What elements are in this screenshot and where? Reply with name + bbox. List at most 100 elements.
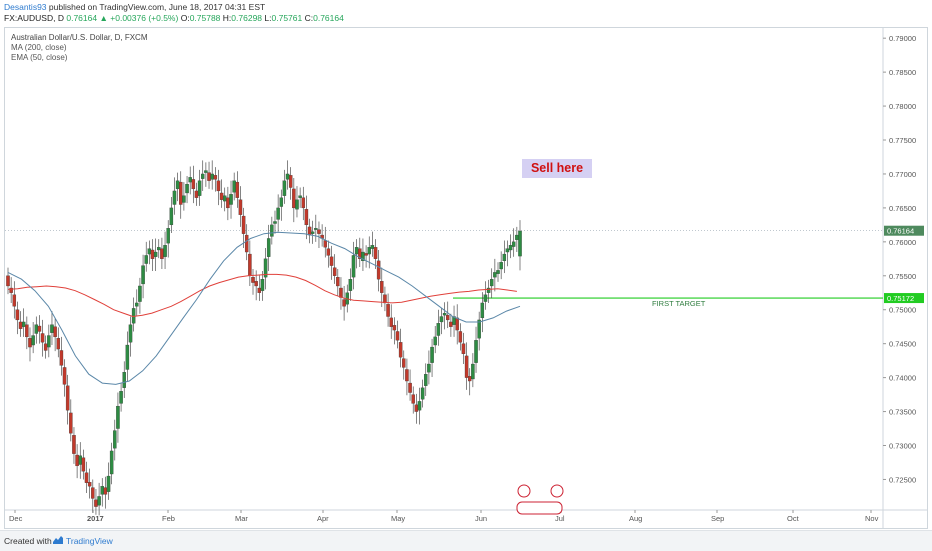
y-tick-label: 0.79000 <box>889 34 916 43</box>
candle-body <box>439 316 444 323</box>
candle-body <box>248 253 252 276</box>
y-tick-label: 0.76000 <box>889 238 916 247</box>
y-tick-label: 0.78000 <box>889 102 916 111</box>
x-tick-label: Dec <box>9 514 23 523</box>
candle-body <box>336 276 340 287</box>
candle-body <box>508 245 513 251</box>
candle-body <box>518 230 522 257</box>
candle-body <box>59 350 64 366</box>
chart-area[interactable]: 0.79000 0.78500 0.78000 0.77500 0.77000 0.765… <box>4 27 928 529</box>
x-tick-label: Sep <box>711 514 724 523</box>
x-tick-label: Apr <box>317 514 329 523</box>
candle-body <box>185 183 189 194</box>
candle-body <box>461 343 466 355</box>
candle-body <box>301 197 306 209</box>
candle-body <box>21 321 26 327</box>
candle-body <box>260 279 265 291</box>
event-flags-icon <box>516 501 563 515</box>
candle-body <box>119 391 123 404</box>
candle-body <box>182 195 186 203</box>
candle-body <box>50 324 54 333</box>
candle-body <box>386 304 390 317</box>
candle-body <box>502 253 507 262</box>
legend-ema50: EMA (50, close) <box>11 53 68 62</box>
candle-body <box>138 285 142 302</box>
candle-body <box>326 248 331 256</box>
candle-body <box>263 258 268 278</box>
x-tick-label: Oct <box>787 514 800 523</box>
candle-body <box>72 435 76 454</box>
candle-body <box>351 255 356 278</box>
candle-body <box>380 281 384 293</box>
candle-body <box>69 412 73 434</box>
candle-body <box>329 256 334 266</box>
candle-body <box>376 260 381 280</box>
candle-body <box>496 270 500 274</box>
candle-body <box>204 170 208 173</box>
candle-body <box>270 224 274 237</box>
candle-body <box>424 374 428 386</box>
event-flag-icon <box>550 484 564 498</box>
price-chart[interactable]: 0.79000 0.78500 0.78000 0.77500 0.77000 0.765… <box>5 28 927 528</box>
y-tick-label: 0.73000 <box>889 442 916 451</box>
candle-body <box>97 496 101 506</box>
candle-body <box>241 215 246 234</box>
publish-line: Desantis93 published on TradingView.com,… <box>4 2 265 12</box>
open-label: O: <box>180 13 190 23</box>
high-value: 0.76298 <box>231 13 263 23</box>
candle-body <box>342 299 346 307</box>
candle-body <box>100 486 104 495</box>
candle-body <box>433 336 437 346</box>
candle-body <box>9 287 13 293</box>
x-tick-label: May <box>391 514 405 523</box>
x-tick-label: Jul <box>555 514 565 523</box>
candle-body <box>163 245 167 257</box>
candle-body <box>307 226 312 236</box>
candle-body <box>398 342 403 358</box>
candle-body <box>103 487 108 495</box>
created-with-text: Created with <box>4 536 52 546</box>
candle-body <box>65 385 70 411</box>
high-label: H: <box>222 13 232 23</box>
candle-body <box>56 338 61 350</box>
candle-body <box>364 253 368 256</box>
candle-body <box>446 315 450 321</box>
tradingview-link[interactable]: TradingView <box>66 536 113 546</box>
candle-body <box>427 363 431 373</box>
candle-body <box>367 247 371 255</box>
target-price-tag: 0.75172 <box>887 294 914 303</box>
tradingview-logo-icon <box>53 536 63 544</box>
candle-body <box>442 312 447 316</box>
candle-body <box>160 248 164 259</box>
footer: Created with TradingView <box>0 530 932 551</box>
candle-body <box>37 325 42 332</box>
candle-body <box>295 199 299 210</box>
candle-body <box>216 180 221 192</box>
candle-body <box>194 190 199 198</box>
candle-body <box>84 472 89 483</box>
candle-body <box>125 344 130 370</box>
candle-body <box>273 221 277 224</box>
candle-body <box>408 382 412 393</box>
candle-body <box>480 302 485 319</box>
x-tick-label: Aug <box>629 514 642 523</box>
ohlc-line: FX:AUDUSD, D 0.76164 ▲ +0.00376 (+0.5%) … <box>4 13 344 23</box>
candle-body <box>6 275 10 287</box>
y-tick-label: 0.75500 <box>889 272 916 281</box>
candle-body <box>471 363 475 380</box>
last-price-tag: 0.76164 <box>887 227 914 236</box>
candle-body <box>18 321 23 329</box>
candle-body <box>282 180 287 196</box>
candle-body <box>141 265 145 285</box>
candle-body <box>455 317 459 331</box>
candle-body <box>383 294 387 304</box>
candle-body <box>191 179 196 190</box>
candle-body <box>113 430 117 449</box>
candle-body <box>144 255 148 264</box>
candle-body <box>28 338 32 348</box>
candle-body <box>169 207 174 226</box>
candle-body <box>477 319 481 339</box>
ema50-line <box>7 231 521 385</box>
author-link[interactable]: Desantis93 <box>4 2 47 12</box>
candle-body <box>232 180 236 193</box>
